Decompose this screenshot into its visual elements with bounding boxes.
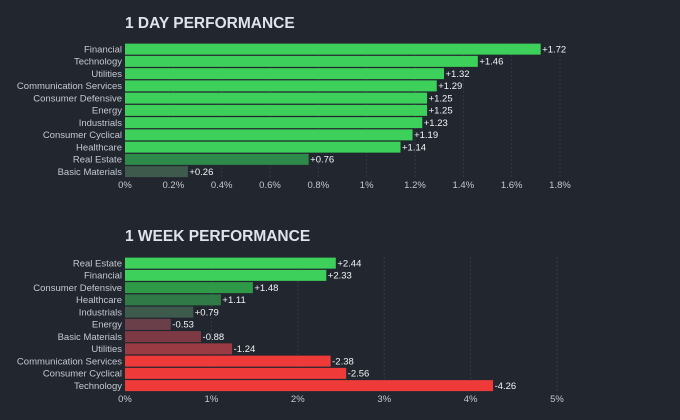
x-tick-label: 1.8% <box>549 180 571 191</box>
value-label: -0.88 <box>203 332 225 343</box>
bar-communication-services <box>125 80 437 92</box>
bar-energy <box>125 104 428 116</box>
x-tick-label: 0.8% <box>308 180 330 191</box>
x-tick-label: 1.4% <box>453 180 475 191</box>
value-label: +1.23 <box>424 118 448 129</box>
bar-basic-materials <box>125 331 202 343</box>
value-label: +0.79 <box>195 307 219 318</box>
bar-real-estate <box>125 257 336 269</box>
category-label: Consumer Cyclical <box>43 130 122 141</box>
x-tick-label: 0.4% <box>211 180 233 191</box>
category-label: Energy <box>92 106 122 117</box>
category-label: Technology <box>74 381 122 392</box>
value-label: +1.11 <box>222 295 245 306</box>
value-label: +1.32 <box>446 69 470 80</box>
value-label: +1.72 <box>542 44 566 55</box>
bar-industrials <box>125 306 194 318</box>
category-label: Basic Materials <box>58 332 123 343</box>
value-label: +1.14 <box>402 142 426 153</box>
bar-healthcare <box>125 294 221 306</box>
one-week-performance-chart: 1 WEEK PERFORMANCE 0% 1% 2% 3% 4% 5% Real Estat… <box>17 228 564 405</box>
value-label: -2.38 <box>332 356 354 367</box>
x-tick-label: 3% <box>377 394 391 405</box>
bar-technology <box>125 380 494 392</box>
category-label: Communication Services <box>17 81 122 92</box>
value-label: +1.25 <box>429 93 453 104</box>
category-label: Consumer Defensive <box>33 93 122 104</box>
x-tick-label: 1% <box>205 394 219 405</box>
x-tick-label: 0% <box>118 394 132 405</box>
category-label: Consumer Defensive <box>33 283 122 294</box>
category-label: Financial <box>84 271 122 282</box>
bar-communication-services <box>125 355 331 367</box>
category-label: Communication Services <box>17 356 122 367</box>
bar-utilities <box>125 343 233 355</box>
category-label: Utilities <box>91 69 122 80</box>
value-label: +1.48 <box>254 283 278 294</box>
value-label: +1.25 <box>429 106 453 117</box>
value-label: -4.26 <box>495 381 517 392</box>
category-label: Technology <box>74 57 122 68</box>
bar-consumer-defensive <box>125 282 253 294</box>
chart-title-week: 1 WEEK PERFORMANCE <box>125 228 310 245</box>
x-tick-label: 0% <box>118 180 132 191</box>
category-label: Real Estate <box>73 155 122 166</box>
bar-consumer-defensive <box>125 92 428 104</box>
x-tick-label: 0.6% <box>259 180 281 191</box>
category-label: Healthcare <box>76 295 122 306</box>
category-label: Utilities <box>91 344 122 355</box>
chart-title-day: 1 DAY PERFORMANCE <box>125 15 295 32</box>
value-label: +1.46 <box>479 57 503 68</box>
value-label: +1.19 <box>414 130 438 141</box>
one-day-performance-chart: 1 DAY PERFORMANCE 0% 0.2% 0.4% 0.6% 0.8% 1% 1.2… <box>17 15 571 191</box>
value-label: +2.33 <box>328 271 352 282</box>
value-label: -2.56 <box>348 369 370 380</box>
value-label: -1.24 <box>234 344 256 355</box>
category-label: Industrials <box>79 307 123 318</box>
value-label: +2.44 <box>337 258 361 269</box>
bar-industrials <box>125 117 423 129</box>
category-label: Healthcare <box>76 142 122 153</box>
bar-financial <box>125 43 541 55</box>
bar-real-estate <box>125 153 309 165</box>
bar-healthcare <box>125 141 401 153</box>
x-tick-label: 4% <box>464 394 478 405</box>
category-label: Industrials <box>79 118 123 129</box>
x-tick-label: 1.6% <box>501 180 523 191</box>
bar-consumer-cyclical <box>125 129 413 141</box>
x-tick-label: 2% <box>291 394 305 405</box>
x-tick-label: 1% <box>360 180 374 191</box>
category-label: Consumer Cyclical <box>43 369 122 380</box>
value-label: -0.53 <box>172 320 194 331</box>
bar-energy <box>125 318 171 330</box>
category-label: Real Estate <box>73 258 122 269</box>
bar-consumer-cyclical <box>125 367 347 379</box>
category-label: Financial <box>84 44 122 55</box>
x-tick-label: 1.2% <box>404 180 426 191</box>
x-tick-label: 5% <box>550 394 564 405</box>
value-label: +1.29 <box>438 81 462 92</box>
category-label: Energy <box>92 320 122 331</box>
bar-basic-materials <box>125 166 188 178</box>
value-label: +0.26 <box>189 167 213 178</box>
x-tick-label: 0.2% <box>163 180 185 191</box>
bar-technology <box>125 55 478 67</box>
bar-utilities <box>125 68 444 80</box>
bar-financial <box>125 269 327 281</box>
value-label: +0.76 <box>310 155 334 166</box>
category-label: Basic Materials <box>58 167 123 178</box>
